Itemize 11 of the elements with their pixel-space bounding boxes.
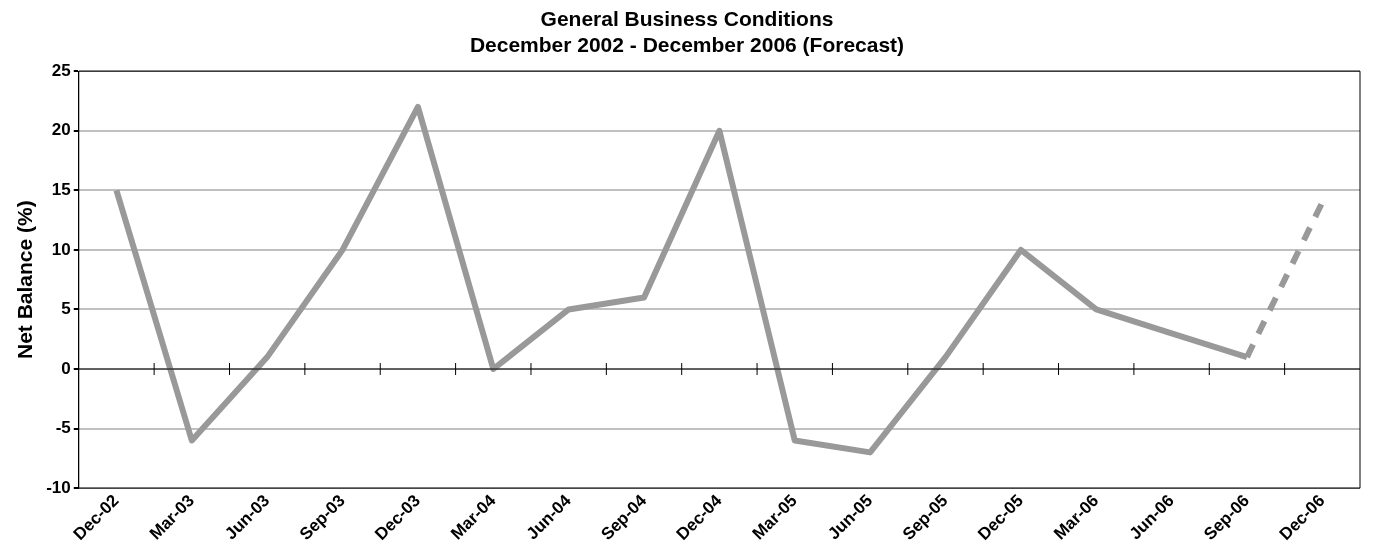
y-tick-label: 25 — [51, 60, 71, 80]
y-tick-label: 10 — [51, 239, 71, 259]
y-tick-label: 15 — [51, 180, 71, 200]
y-tick-label: -10 — [46, 477, 71, 497]
y-tick-label: 0 — [61, 358, 71, 378]
y-tick-label: 5 — [61, 299, 71, 319]
chart-title: General Business Conditions — [539, 6, 835, 32]
chart-subtitle: December 2002 - December 2006 (Forecast) — [468, 32, 906, 58]
y-tick-label: -5 — [55, 418, 71, 438]
y-tick-label: 20 — [51, 120, 71, 140]
y-axis-title: Net Balance (%) — [13, 200, 37, 360]
